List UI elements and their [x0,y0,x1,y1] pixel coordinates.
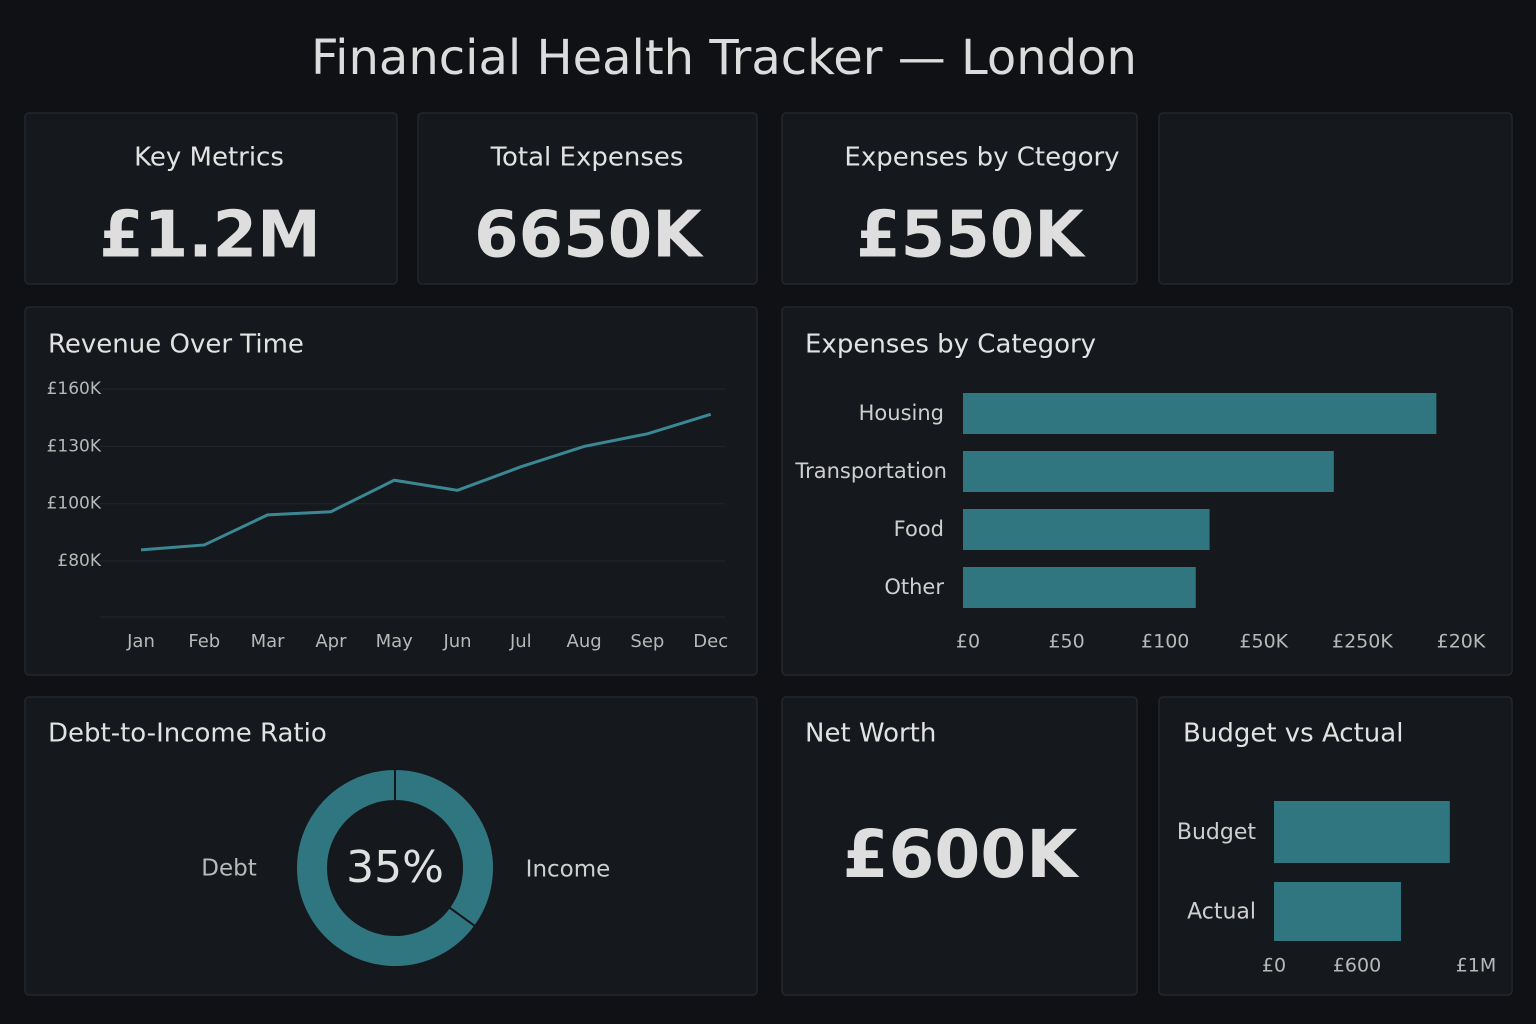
panel [24,696,758,996]
legend-label: Debt [201,856,256,882]
y-tick-label: £160K [47,379,102,399]
card [781,112,1138,285]
page-title: Financial Health Tracker — London [311,30,1137,86]
card [417,112,758,285]
x-tick-label: £600 [1333,955,1381,977]
x-tick-label: £50 [1048,631,1084,653]
category-label: Food [894,517,944,541]
category-label: Transportation [794,459,947,483]
card-title: Key Metrics [134,143,284,173]
donut-segment [394,767,495,928]
category-label: Housing [859,401,944,425]
x-tick-label: Aug [567,631,602,652]
y-tick-label: £100K [47,494,102,514]
card-title: Total Expenses [490,143,684,173]
x-tick-label: Jun [442,631,471,652]
card-value: 6650K [474,199,704,273]
card-value: £600K [843,816,1081,893]
bar [1274,801,1450,863]
x-tick-label: Apr [315,631,347,652]
panel-title: Expenses by Category [805,330,1096,360]
category-label: Budget [1177,820,1257,845]
panel-title: Budget vs Actual [1183,719,1403,749]
card-title: Net Worth [805,719,936,749]
bar [1274,882,1401,941]
category-label: Other [884,575,944,599]
bar [963,509,1210,550]
card-title: Expenses by Ctegory [844,143,1119,173]
y-tick-label: £80K [57,551,101,571]
bar [963,393,1437,434]
y-tick-label: £130K [47,436,102,456]
card-value: £1.2M [99,199,321,273]
line-series [140,412,712,552]
x-tick-label: Dec [693,631,728,652]
x-tick-label: £100 [1141,631,1189,653]
donut-segment [295,767,477,968]
x-tick-label: Mar [251,631,286,652]
x-tick-label: £0 [956,631,980,653]
x-tick-label: Jul [509,631,532,652]
card-value: £550K [856,199,1086,273]
panel-title: Revenue Over Time [48,330,304,360]
center-label: 35% [346,842,444,893]
bar [963,451,1334,492]
panel-title: Debt-to-Income Ratio [48,719,327,749]
x-tick-label: £1M [1456,955,1497,977]
card [24,112,398,285]
x-tick-label: £0 [1262,955,1286,977]
panel [24,306,758,676]
x-tick-label: £250K [1332,631,1393,653]
x-tick-label: May [376,631,414,652]
legend-label: Income [526,857,611,883]
card [1158,112,1513,285]
x-tick-label: Jan [126,631,155,652]
x-tick-label: Feb [188,631,220,652]
card [781,696,1138,996]
x-tick-label: £50K [1239,631,1288,653]
x-tick-label: Sep [630,631,664,652]
x-tick-label: £20K [1437,631,1486,653]
bar [963,567,1196,608]
category-label: Actual [1187,900,1256,925]
